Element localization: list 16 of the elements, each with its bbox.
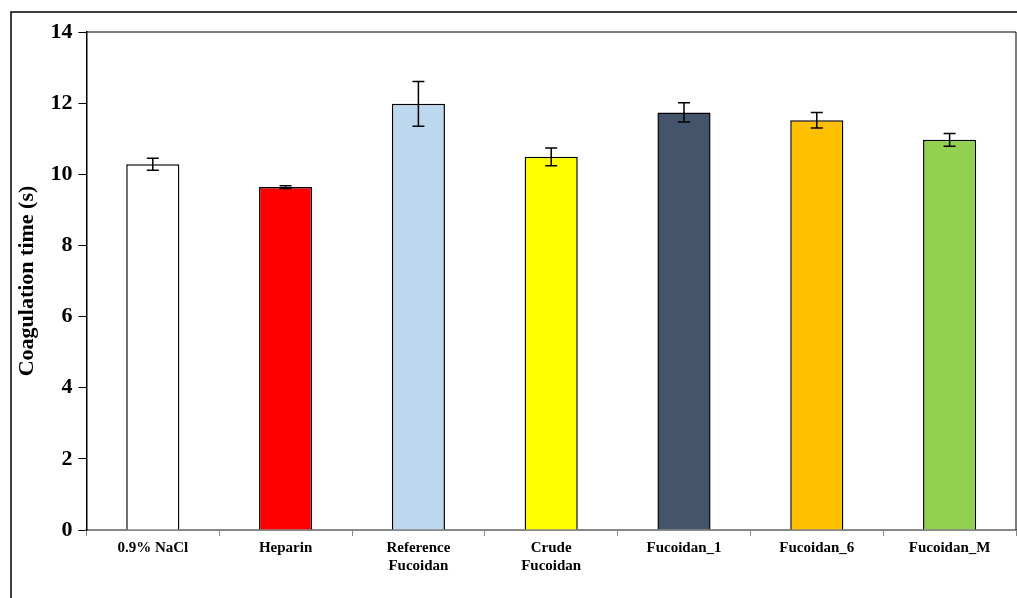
y-tick-label: 0 (61, 515, 73, 541)
y-tick-label: 2 (61, 444, 73, 470)
y-tick-label: 12 (50, 88, 73, 114)
x-tick-label: 0.9% NaCl (117, 538, 189, 555)
y-tick-label: 4 (61, 373, 73, 399)
x-tick-label: Heparin (258, 538, 313, 555)
x-tick-label: Fucoidan_1 (646, 538, 722, 555)
y-tick-label: 10 (50, 159, 73, 185)
y-axis-title: Coagulation time (s) (12, 185, 38, 377)
y-tick-label: 8 (61, 231, 73, 257)
y-tick-label: 14 (50, 17, 73, 43)
y-tick-label: 6 (61, 302, 73, 328)
x-tick-label: Reference Fucoidan (386, 538, 451, 573)
x-tick-label: Fucoidan_M (908, 538, 991, 555)
x-tick-label: Fucoidan_6 (779, 538, 855, 555)
x-tick-label: Crude Fucoidan (521, 538, 582, 573)
